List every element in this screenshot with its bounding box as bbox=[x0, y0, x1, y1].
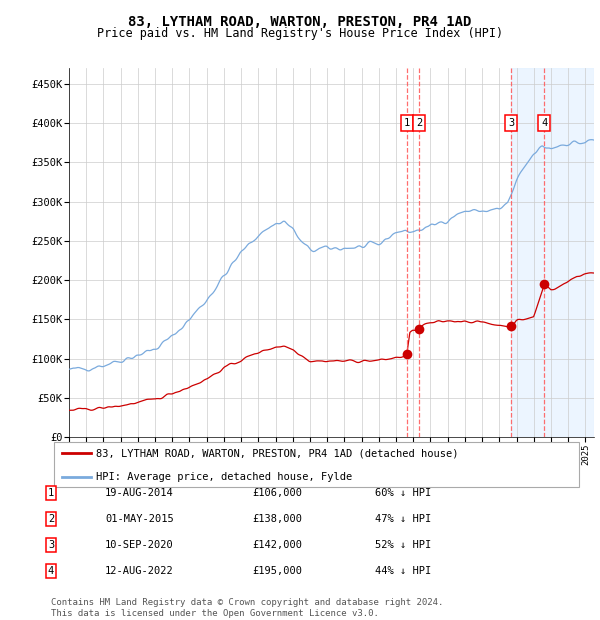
Text: 52% ↓ HPI: 52% ↓ HPI bbox=[375, 540, 431, 550]
Text: £195,000: £195,000 bbox=[252, 566, 302, 576]
Text: Contains HM Land Registry data © Crown copyright and database right 2024.
This d: Contains HM Land Registry data © Crown c… bbox=[51, 598, 443, 618]
Bar bbox=[511, 68, 594, 437]
Text: 3: 3 bbox=[508, 118, 514, 128]
Text: HPI: Average price, detached house, Fylde: HPI: Average price, detached house, Fyld… bbox=[96, 472, 352, 482]
Text: £142,000: £142,000 bbox=[252, 540, 302, 550]
Text: 2: 2 bbox=[48, 514, 54, 524]
Text: 47% ↓ HPI: 47% ↓ HPI bbox=[375, 514, 431, 524]
Text: 1: 1 bbox=[48, 488, 54, 498]
Text: 4: 4 bbox=[541, 118, 548, 128]
Text: 83, LYTHAM ROAD, WARTON, PRESTON, PR4 1AD: 83, LYTHAM ROAD, WARTON, PRESTON, PR4 1A… bbox=[128, 16, 472, 30]
Text: 2: 2 bbox=[416, 118, 422, 128]
Text: 19-AUG-2014: 19-AUG-2014 bbox=[105, 488, 174, 498]
Text: 44% ↓ HPI: 44% ↓ HPI bbox=[375, 566, 431, 576]
FancyBboxPatch shape bbox=[54, 442, 579, 487]
Text: 10-SEP-2020: 10-SEP-2020 bbox=[105, 540, 174, 550]
Text: 12-AUG-2022: 12-AUG-2022 bbox=[105, 566, 174, 576]
Text: 3: 3 bbox=[48, 540, 54, 550]
Text: 01-MAY-2015: 01-MAY-2015 bbox=[105, 514, 174, 524]
Text: £106,000: £106,000 bbox=[252, 488, 302, 498]
Text: 83, LYTHAM ROAD, WARTON, PRESTON, PR4 1AD (detached house): 83, LYTHAM ROAD, WARTON, PRESTON, PR4 1A… bbox=[96, 448, 458, 458]
Text: £138,000: £138,000 bbox=[252, 514, 302, 524]
Text: 4: 4 bbox=[48, 566, 54, 576]
Text: 60% ↓ HPI: 60% ↓ HPI bbox=[375, 488, 431, 498]
Text: 1: 1 bbox=[404, 118, 410, 128]
Text: Price paid vs. HM Land Registry's House Price Index (HPI): Price paid vs. HM Land Registry's House … bbox=[97, 27, 503, 40]
